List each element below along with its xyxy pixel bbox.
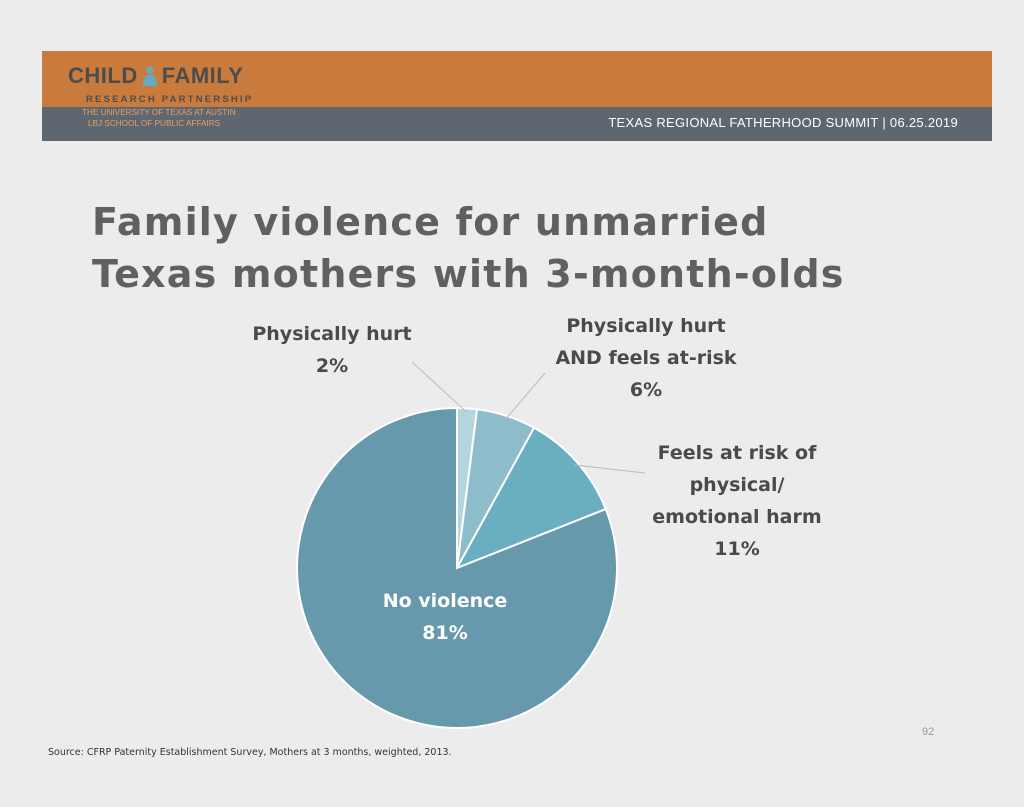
pie-slice-3 xyxy=(296,406,618,729)
logo-title: CHILD FAMILY xyxy=(68,63,243,89)
leader-line-0 xyxy=(411,361,468,413)
university-line-1: THE UNIVERSITY OF TEXAS AT AUSTIN xyxy=(82,108,236,117)
slice-label-1: Physically hurt xyxy=(566,315,725,337)
logo-title-right: FAMILY xyxy=(161,63,244,88)
slice-value-label-2: 11% xyxy=(714,538,759,560)
university-text: THE UNIVERSITY OF TEXAS AT AUSTIN LBJ SC… xyxy=(82,108,236,129)
title-line-1: Family violence for unmarried xyxy=(92,200,769,244)
university-line-2: LBJ SCHOOL OF PUBLIC AFFAIRS xyxy=(88,118,221,128)
logo-subtitle: RESEARCH PARTNERSHIP xyxy=(86,94,254,105)
slide-title: Family violence for unmarried Texas moth… xyxy=(92,196,952,300)
leader-line-2 xyxy=(573,464,646,474)
banner-bottom-band xyxy=(42,107,992,141)
logo-title-left: CHILD xyxy=(68,63,138,88)
slice-label-3: No violence xyxy=(383,590,508,612)
event-label: TEXAS REGIONAL FATHERHOOD SUMMIT | 06.25… xyxy=(608,115,958,130)
source-note: Source: CFRP Paternity Establishment Sur… xyxy=(48,747,452,758)
banner-top-band xyxy=(42,51,992,107)
slice-value-label-3: 81% xyxy=(422,622,467,644)
slice-label-2: physical/ xyxy=(690,474,785,496)
slice-value-label-0: 2% xyxy=(316,355,348,377)
page-number: 92 xyxy=(922,726,935,738)
slice-value-label-1: 6% xyxy=(630,379,662,401)
slice-label-2: emotional harm xyxy=(652,506,821,528)
leader-line-1 xyxy=(504,372,546,420)
family-icon xyxy=(141,66,159,86)
slice-label-2: Feels at risk of xyxy=(658,442,817,464)
pie-slice-2 xyxy=(454,426,608,570)
slice-label-0: Physically hurt xyxy=(252,323,411,345)
header-banner: CHILD FAMILY RESEARCH PARTNERSHIP THE UNI… xyxy=(42,51,992,141)
title-line-2: Texas mothers with 3-month-olds xyxy=(92,252,845,296)
slice-label-1: AND feels at-risk xyxy=(555,347,736,369)
